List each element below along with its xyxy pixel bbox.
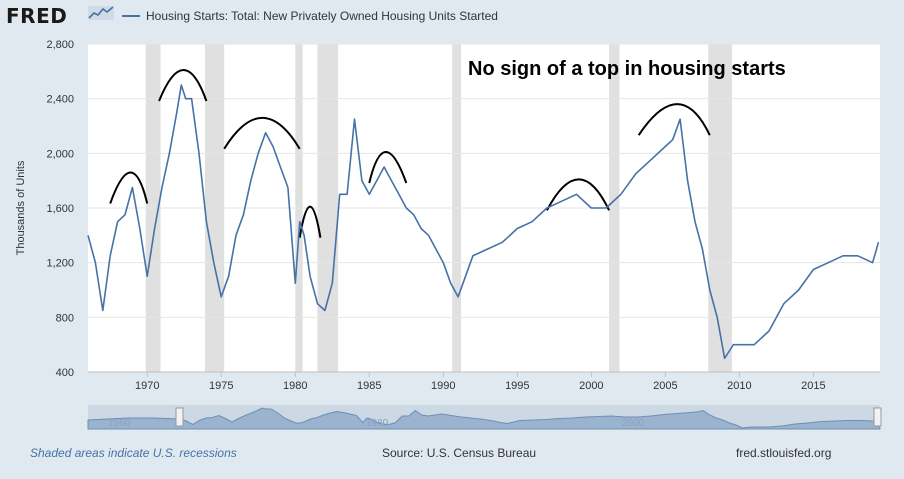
navigator-label: 1960 [108, 418, 131, 429]
navigator-label: 2000 [622, 418, 645, 429]
x-tick-label: 1980 [283, 380, 307, 392]
peak-arc [298, 205, 322, 238]
y-tick-label: 2,000 [46, 148, 74, 160]
x-tick-label: 1990 [431, 380, 455, 392]
peak-arc [158, 69, 208, 102]
chart-annotation: No sign of a top in housing starts [468, 58, 786, 80]
y-tick-label: 800 [56, 312, 74, 324]
x-tick-label: 1995 [505, 380, 529, 392]
y-tick-label: 2,400 [46, 94, 74, 106]
recession-shading [145, 44, 732, 372]
navigator-series [87, 407, 881, 430]
peak-arc [637, 103, 711, 136]
plot-area [88, 44, 880, 372]
y-tick-label: 1,200 [46, 258, 74, 270]
chart-legend: Housing Starts: Total: New Privately Own… [122, 9, 498, 23]
peak-arc [223, 116, 301, 150]
recession-band [452, 44, 462, 372]
sparkline-icon [88, 6, 114, 20]
y-tick-labels: 400 800 1,200 1,600 2,000 2,400 2,800 [46, 39, 74, 379]
fred-logo[interactable]: FRED [6, 4, 68, 28]
y-tick-label: 1,600 [46, 203, 74, 215]
peak-arc [109, 171, 149, 204]
site-link[interactable]: fred.stlouisfed.org [736, 446, 832, 460]
chart-title: Housing Starts: Total: New Privately Own… [146, 9, 498, 23]
series-line-housing-starts [87, 84, 880, 360]
peak-arc [368, 151, 408, 184]
x-tick-label: 2005 [653, 380, 677, 392]
recession-band [145, 44, 161, 372]
x-tick-label: 1975 [209, 380, 233, 392]
navigator-handle-right[interactable] [873, 407, 882, 427]
x-tick-label: 1970 [135, 380, 159, 392]
navigator-track[interactable] [88, 405, 880, 429]
y-tick-label: 400 [56, 367, 74, 379]
recessions-note[interactable]: Shaded areas indicate U.S. recessions [30, 446, 237, 460]
source-note: Source: U.S. Census Bureau [382, 446, 537, 460]
recession-band [609, 44, 620, 372]
recession-band [317, 44, 339, 372]
recession-band [295, 44, 303, 372]
recession-band [204, 44, 225, 372]
x-tick-label: 2010 [727, 380, 751, 392]
legend-swatch [122, 15, 140, 17]
navigator-label: 1980 [366, 418, 389, 429]
x-tick-label: 2015 [801, 380, 825, 392]
x-tick-label: 2000 [579, 380, 603, 392]
peak-arc [546, 178, 610, 211]
y-tick-label: 2,800 [46, 39, 74, 51]
y-axis-label: Thousands of Units [15, 160, 27, 255]
peak-annotations [109, 69, 711, 238]
recession-band [708, 44, 732, 372]
x-tick-labels: 1970 1975 1980 1985 1990 1995 2000 2005 2010 2015 [135, 372, 826, 392]
navigator-handle-left[interactable] [175, 407, 184, 427]
x-tick-label: 1985 [357, 380, 381, 392]
gridlines [88, 43, 880, 373]
